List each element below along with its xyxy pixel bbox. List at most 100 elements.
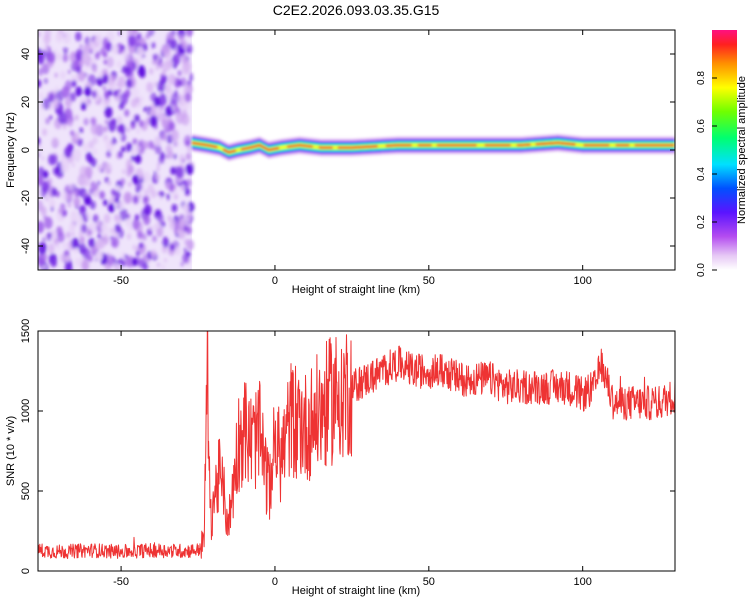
noise-blob: [164, 258, 167, 263]
noise-blob: [66, 192, 72, 201]
noise-blob: [105, 41, 113, 52]
noise-blob: [96, 77, 102, 86]
noise-blob: [114, 223, 121, 233]
noise-blob: [71, 232, 75, 237]
noise-blob: [38, 174, 44, 186]
noise-blob: [101, 225, 110, 238]
noise-blob: [61, 191, 68, 202]
noise-blob: [165, 105, 173, 117]
noise-blob: [45, 196, 49, 202]
noise-blob: [174, 194, 179, 200]
noise-blob: [161, 44, 169, 55]
noise-blob: [70, 130, 75, 137]
noise-blob: [99, 190, 105, 200]
noise-blob: [185, 163, 194, 175]
y-tick-label: 0: [20, 147, 32, 153]
noise-blob: [79, 44, 83, 49]
noise-blob: [106, 150, 112, 158]
noise-blob: [132, 244, 137, 251]
noise-blob: [83, 194, 92, 206]
colorbar-tick-label: 0.6: [696, 119, 707, 133]
noise-blob: [73, 131, 80, 141]
noise-blob: [162, 71, 166, 76]
y-tick-label: 0: [20, 568, 32, 574]
noise-blob: [51, 137, 59, 147]
noise-blob: [175, 140, 180, 147]
noise-blob: [102, 137, 107, 143]
noise-blob: [71, 162, 75, 168]
noise-blob: [84, 65, 89, 70]
noise-blob: [38, 79, 42, 88]
noise-blob: [119, 208, 128, 221]
colorbar-tick-label: 0.8: [696, 71, 707, 85]
noise-blob: [116, 115, 123, 125]
noise-blob: [147, 183, 154, 194]
noise-blob: [39, 92, 44, 99]
noise-blob: [71, 237, 80, 250]
noise-blob: [83, 192, 87, 198]
noise-blob: [131, 120, 135, 126]
noise-blob: [126, 233, 132, 240]
noise-blob: [187, 48, 191, 53]
noise-blob: [124, 109, 130, 117]
noise-blob: [38, 220, 45, 234]
signal-yellow: [191, 141, 675, 154]
noise-blob: [52, 260, 57, 267]
noise-blob: [95, 33, 103, 44]
noise-blob: [103, 213, 111, 224]
noise-blob: [182, 158, 185, 163]
noise-blob: [90, 117, 97, 126]
noise-blob: [85, 211, 92, 220]
noise-blob: [125, 72, 128, 78]
x-tick-label: 0: [272, 576, 278, 588]
noise-blob: [130, 98, 138, 108]
noise-blob: [85, 97, 90, 103]
noise-blob: [118, 200, 125, 210]
noise-blob: [138, 96, 144, 103]
y-tick-label: -40: [20, 238, 32, 254]
noise-blob: [47, 232, 52, 239]
noise-blob: [51, 187, 58, 197]
x-tick-label: 50: [423, 576, 435, 588]
noise-blob: [41, 181, 50, 194]
noise-blob: [184, 238, 190, 246]
noise-blob: [89, 188, 94, 195]
noise-blob: [130, 155, 136, 162]
noise-blob: [69, 224, 73, 230]
noise-blob: [138, 119, 144, 128]
noise-blob: [121, 169, 126, 175]
noise-blob: [180, 262, 184, 267]
noise-blob: [137, 231, 143, 239]
noise-blob: [119, 153, 123, 158]
noise-blob: [139, 242, 144, 249]
noise-blob: [103, 125, 108, 133]
noise-blob: [170, 129, 179, 142]
noise-blob: [49, 230, 58, 242]
noise-blob: [118, 123, 126, 135]
noise-blob: [42, 237, 46, 242]
noise-blob: [148, 30, 153, 34]
noise-blob: [177, 70, 182, 77]
noise-blob: [156, 227, 163, 238]
noise-blob: [108, 203, 115, 213]
noise-blob: [97, 233, 102, 239]
noise-blob: [135, 181, 143, 192]
noise-blob: [88, 237, 95, 248]
noise-blob: [116, 185, 121, 192]
noise-blob: [81, 52, 90, 64]
snr-background: [38, 331, 675, 571]
noise-region: [38, 30, 195, 270]
noise-blob: [90, 157, 97, 168]
noise-blob: [42, 97, 51, 110]
y-tick-label: 40: [20, 48, 32, 60]
noise-blob: [149, 226, 153, 231]
noise-blob: [157, 80, 166, 93]
noise-blob: [62, 123, 67, 130]
noise-blob: [108, 198, 113, 205]
noise-blob: [84, 166, 93, 178]
noise-blob: [103, 162, 112, 175]
noise-blob: [132, 174, 139, 185]
spectrogram-panel: -50 0 50 100 -40 -20 0 20 40 Height of straight …: [5, 29, 676, 296]
noise-blob: [157, 162, 161, 167]
